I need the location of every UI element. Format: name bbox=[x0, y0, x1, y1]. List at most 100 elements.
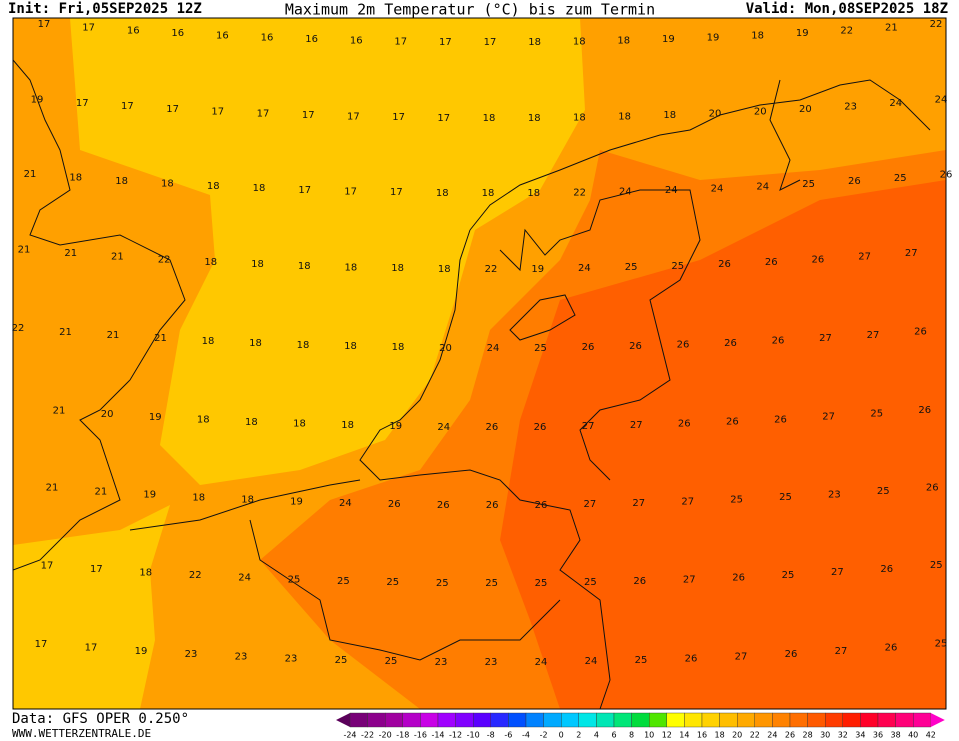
temperature-value: 25 bbox=[730, 495, 743, 506]
colorbar-swatch bbox=[877, 712, 896, 728]
temperature-value: 26 bbox=[726, 417, 739, 428]
colorbar-label: 26 bbox=[785, 731, 795, 740]
temperature-value: 27 bbox=[858, 251, 871, 262]
colorbar-label: -24 bbox=[343, 731, 356, 740]
temperature-value: 24 bbox=[889, 98, 902, 109]
temperature-value: 16 bbox=[216, 31, 229, 42]
temperature-value: 26 bbox=[724, 338, 737, 349]
temperature-value: 21 bbox=[18, 245, 31, 256]
field-yellow-england bbox=[13, 505, 170, 709]
colorbar-swatch bbox=[473, 712, 492, 728]
colorbar-swatch bbox=[367, 712, 386, 728]
temperature-value: 24 bbox=[535, 657, 548, 668]
temperature-value: 24 bbox=[487, 343, 500, 354]
temperature-value: 26 bbox=[848, 176, 861, 187]
temperature-value: 16 bbox=[171, 28, 184, 39]
colorbar-swatch bbox=[437, 712, 456, 728]
temperature-value: 20 bbox=[799, 104, 812, 115]
temperature-value: 26 bbox=[914, 326, 927, 337]
temperature-value: 27 bbox=[822, 412, 835, 423]
temperature-value: 16 bbox=[261, 33, 274, 44]
temperature-value: 26 bbox=[732, 572, 745, 583]
temperature-value: 17 bbox=[85, 643, 98, 654]
temperature-value: 26 bbox=[685, 653, 698, 664]
temperature-value: 18 bbox=[115, 176, 128, 187]
temperature-value: 19 bbox=[796, 28, 809, 39]
temperature-value: 17 bbox=[394, 36, 407, 47]
temperature-value: 18 bbox=[251, 259, 264, 270]
field-yellow-sea bbox=[70, 18, 585, 485]
colorbar-label: 38 bbox=[891, 731, 901, 740]
temperature-value: 18 bbox=[528, 113, 541, 124]
temperature-value: 27 bbox=[831, 567, 844, 578]
colorbar-label: -18 bbox=[396, 731, 409, 740]
temperature-value: 25 bbox=[288, 575, 301, 586]
temperature-value: 25 bbox=[385, 656, 398, 667]
temperature-value: 21 bbox=[59, 327, 72, 338]
colorbar-swatch bbox=[842, 712, 861, 728]
temperature-field bbox=[13, 18, 946, 709]
colorbar-swatch bbox=[737, 712, 756, 728]
colorbar-label: 22 bbox=[750, 731, 760, 740]
colorbar-swatch bbox=[825, 712, 844, 728]
temperature-value: 18 bbox=[391, 263, 404, 274]
colorbar-swatch bbox=[508, 712, 527, 728]
temperature-value: 17 bbox=[82, 23, 95, 34]
temperature-value: 18 bbox=[249, 338, 262, 349]
temperature-value: 26 bbox=[718, 259, 731, 270]
field-red-orange bbox=[500, 180, 946, 709]
colorbar-label: -14 bbox=[431, 731, 444, 740]
temperature-value: 18 bbox=[527, 188, 540, 199]
temperature-values: 17 17 16 16 16 16 16 16 17 17 17 18 18 18 19 19 18 19 22 21… bbox=[12, 19, 953, 668]
temperature-value: 27 bbox=[630, 420, 643, 431]
colorbar-label: -6 bbox=[504, 731, 512, 740]
colorbar-label: -22 bbox=[361, 731, 374, 740]
colorbar-swatch bbox=[543, 712, 562, 728]
temperature-value: 24 bbox=[756, 181, 769, 192]
colorbar-label: -10 bbox=[467, 731, 480, 740]
temperature-value: 25 bbox=[802, 179, 815, 190]
colorbar-swatch bbox=[578, 712, 597, 728]
temperature-value: 24 bbox=[935, 95, 948, 106]
temperature-value: 19 bbox=[135, 646, 148, 657]
temperature-value: 26 bbox=[918, 405, 931, 416]
temperature-value: 26 bbox=[765, 257, 778, 268]
temperature-value: 26 bbox=[880, 564, 893, 575]
temperature-value: 26 bbox=[677, 340, 690, 351]
temperature-value: 26 bbox=[486, 500, 499, 511]
colorbar-label: -20 bbox=[379, 731, 392, 740]
temperature-value: 20 bbox=[101, 409, 114, 420]
temperature-value: 26 bbox=[633, 576, 646, 587]
temperature-value: 25 bbox=[894, 173, 907, 184]
colorbar-swatch bbox=[525, 712, 544, 728]
temperature-value: 17 bbox=[347, 111, 360, 122]
data-source: Data: GFS OPER 0.250° bbox=[12, 711, 189, 727]
colorbar-swatch bbox=[807, 712, 826, 728]
temperature-value: 19 bbox=[389, 421, 402, 432]
colorbar-swatch bbox=[402, 712, 421, 728]
colorbar-swatch bbox=[649, 712, 668, 728]
temperature-value: 18 bbox=[392, 342, 405, 353]
temperature-value: 21 bbox=[53, 405, 66, 416]
colorbar-swatch bbox=[754, 712, 773, 728]
temperature-value: 18 bbox=[202, 336, 215, 347]
colorbar-label: 4 bbox=[594, 731, 599, 740]
colorbar-label: 40 bbox=[908, 731, 918, 740]
temperature-value: 25 bbox=[625, 262, 638, 273]
temperature-value: 25 bbox=[635, 655, 648, 666]
temperature-value: 27 bbox=[835, 646, 848, 657]
temperature-value: 19 bbox=[290, 497, 303, 508]
temperature-value: 26 bbox=[940, 169, 953, 180]
temperature-value: 18 bbox=[241, 495, 254, 506]
temperature-value: 27 bbox=[905, 248, 918, 259]
colorbar-label: 10 bbox=[644, 731, 654, 740]
temperature-value: 26 bbox=[774, 414, 787, 425]
temperature-value: 18 bbox=[438, 264, 451, 275]
temperature-value: 22 bbox=[840, 26, 853, 37]
temperature-value: 25 bbox=[870, 409, 883, 420]
temperature-value: 26 bbox=[534, 422, 547, 433]
temperature-value: 18 bbox=[341, 420, 354, 431]
colorbar-arrow bbox=[930, 713, 945, 727]
temperature-value: 16 bbox=[305, 34, 318, 45]
colorbar-label: -2 bbox=[540, 731, 548, 740]
